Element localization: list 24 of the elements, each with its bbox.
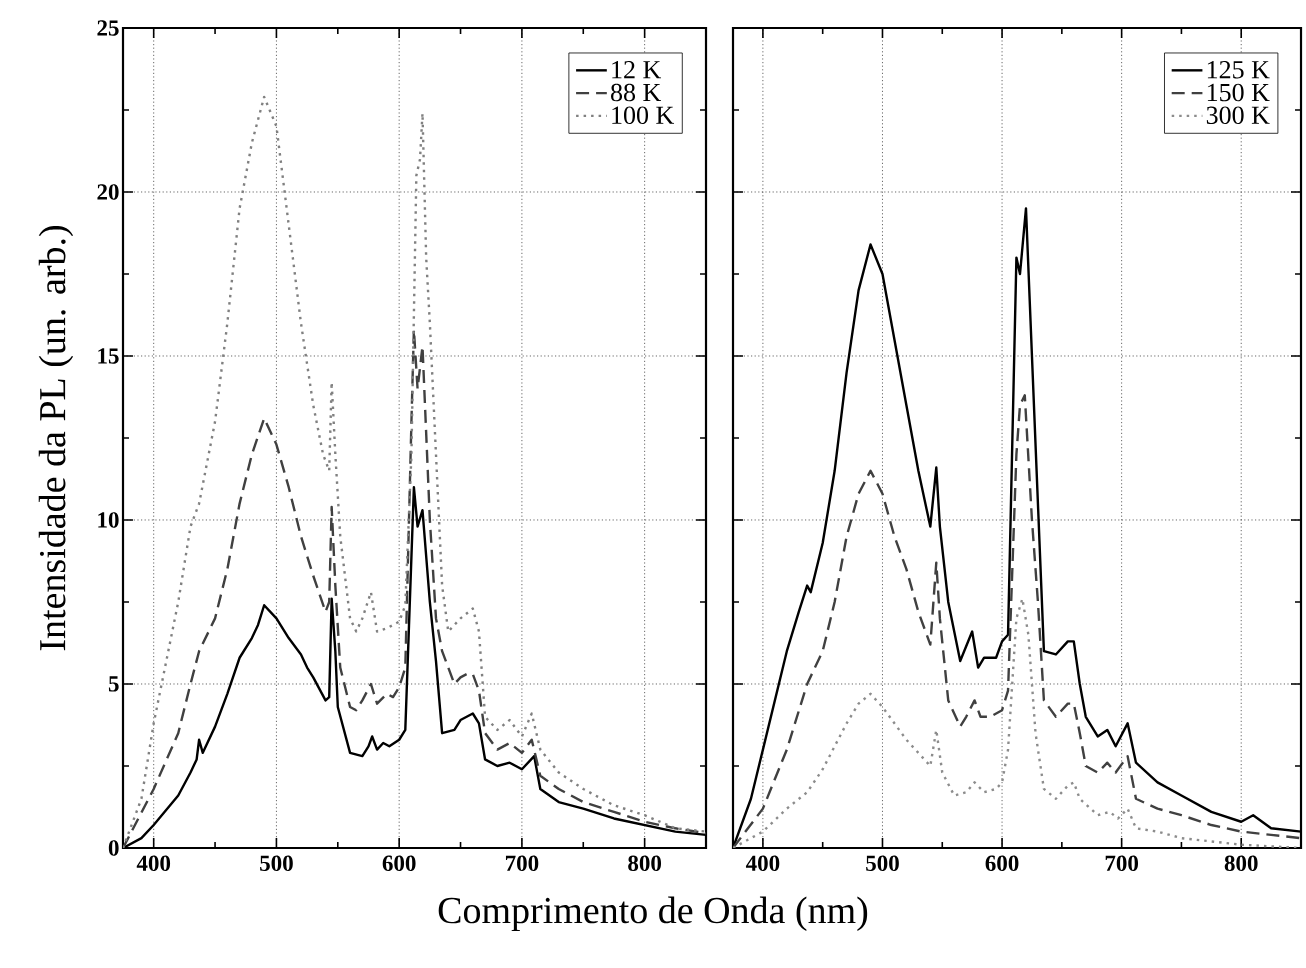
- y-tick-label: 15: [98, 348, 119, 364]
- y-axis-title: Intensidade da PL (un. arb.): [38, 225, 74, 651]
- x-tick-label: 400: [745, 855, 780, 872]
- legend-label: 125 K: [1207, 60, 1270, 79]
- x-tick-label: 500: [260, 855, 293, 872]
- legend-label: 88 K: [611, 83, 662, 102]
- y-tick-label: 25: [97, 20, 119, 36]
- x-tick-label: 800: [628, 855, 662, 872]
- x-tick-label: 600: [985, 855, 1019, 872]
- y-tick-label: 0: [108, 840, 119, 856]
- x-tick-label: 700: [1105, 855, 1139, 872]
- legend-label: 100 K: [612, 106, 675, 125]
- y-tick-label: 5: [108, 676, 119, 692]
- legend-label: 150 K: [1207, 83, 1270, 102]
- y-tick-label: 20: [97, 184, 119, 200]
- x-axis-title: Comprimento de Onda (nm): [438, 896, 868, 932]
- x-tick-label: 400: [136, 855, 171, 872]
- x-tick-label: 600: [382, 855, 416, 872]
- y-tick-label: 10: [98, 512, 119, 528]
- x-tick-label: 800: [1224, 855, 1258, 872]
- x-tick-label: 500: [866, 855, 899, 872]
- x-tick-label: 700: [505, 855, 539, 872]
- legend-label: 12 K: [612, 60, 662, 79]
- legend-label: 300 K: [1206, 106, 1270, 125]
